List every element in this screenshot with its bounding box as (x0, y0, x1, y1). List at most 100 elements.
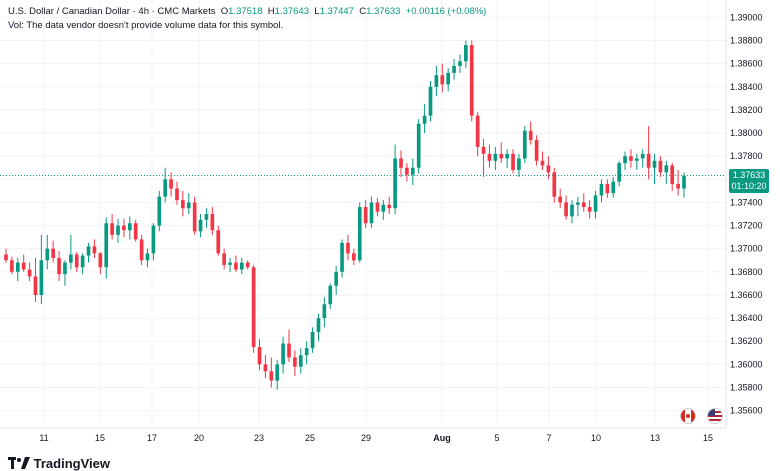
candle-body (163, 179, 168, 197)
candle-body (387, 204, 392, 209)
candle-body (127, 223, 132, 231)
candle-body (676, 183, 680, 189)
y-tick-label: 1.37800 (730, 151, 763, 161)
x-tick-label: 20 (194, 433, 204, 443)
candle-body (369, 202, 374, 224)
candle-body (511, 153, 515, 171)
candle-body (257, 347, 262, 365)
close-label: C (359, 6, 367, 17)
open-value: 1.37518 (228, 6, 263, 17)
candle-body (98, 253, 103, 268)
candle-body (682, 175, 686, 189)
candle-body (564, 202, 568, 217)
y-tick-label: 1.38400 (730, 82, 763, 92)
high-value: 1.37643 (274, 6, 309, 17)
candle-body (670, 165, 675, 184)
candle-body (375, 202, 380, 212)
candle-body (74, 254, 79, 268)
candle-body (540, 160, 545, 166)
candle-body (198, 219, 203, 232)
low-value: 1.37447 (319, 6, 354, 17)
candle-body (393, 158, 397, 209)
us-flag-icon[interactable] (707, 408, 723, 424)
candle-body (92, 246, 97, 254)
candle-body (216, 230, 221, 254)
candle-body (570, 204, 574, 217)
candle-body (316, 318, 321, 332)
candle-body (157, 196, 162, 226)
candle-body (605, 183, 610, 194)
y-tick-label: 1.38800 (730, 35, 763, 45)
y-tick-label: 1.38200 (730, 105, 763, 115)
candle-body (357, 207, 362, 261)
candle-body (464, 45, 468, 62)
x-tick-label: 11 (39, 433, 48, 443)
candle-body (39, 260, 44, 295)
last-price-tag: 1.37633 01:10:20 (729, 169, 769, 194)
candle-body (145, 253, 150, 261)
candle-body (446, 72, 451, 85)
low-label: L (314, 6, 320, 17)
candle-body (593, 195, 598, 212)
y-axis-ticks: 1.35600 1.35800 1.36000 1.36200 1.36400 1.366… (730, 12, 763, 415)
y-tick-label: 1.35600 (730, 406, 763, 416)
chart-legend: U.S. Dollar / Canadian Dollar · 4h · CMC… (8, 6, 486, 17)
candle-body (33, 276, 38, 295)
bar-countdown: 01:10:20 (731, 181, 767, 192)
tradingview-logo-icon (8, 457, 30, 469)
candle-body (186, 202, 191, 209)
candle-body (499, 153, 504, 159)
candle-body (104, 223, 109, 268)
last-price-value: 1.37633 (732, 170, 766, 181)
candle-body (528, 130, 533, 140)
candle-body (546, 165, 551, 173)
x-tick-label: 15 (703, 433, 713, 443)
candle-body (269, 371, 274, 381)
candle-body (45, 248, 50, 261)
candle-body (234, 262, 238, 270)
candle-body (204, 214, 209, 220)
symbol-name[interactable]: U.S. Dollar / Canadian Dollar · 4h · CMC… (8, 6, 216, 17)
candles (4, 40, 686, 390)
candle-body (640, 153, 645, 159)
candle-body (617, 163, 621, 182)
candle-body (239, 262, 244, 270)
candle-body (281, 343, 285, 365)
canada-flag-icon[interactable] (680, 408, 696, 424)
x-tick-label: 13 (650, 433, 660, 443)
candle-body (534, 139, 539, 161)
candle-body (69, 254, 73, 263)
candle-body (210, 214, 215, 231)
candle-body (133, 223, 138, 240)
candle-body (452, 65, 456, 73)
x-tick-label: 23 (254, 433, 264, 443)
candle-body (175, 188, 179, 201)
x-tick-label: 25 (305, 433, 315, 443)
candle-body (263, 364, 268, 372)
volume-note: Vol: The data vendor doesn't provide vol… (8, 20, 284, 31)
candle-body (493, 153, 498, 161)
candle-body (440, 75, 445, 85)
candle-body (27, 269, 32, 277)
y-tick-label: 1.36200 (730, 336, 763, 346)
open-label: O (220, 6, 229, 17)
candle-body (80, 255, 85, 268)
tradingview-logo[interactable]: TradingView (8, 456, 110, 471)
candle-body (151, 225, 156, 254)
candle-body (381, 204, 386, 212)
change-value: +0.00116 (+0.08%) (405, 6, 487, 17)
candle-body (599, 183, 604, 196)
candle-body (346, 242, 350, 254)
x-tick-label: 17 (147, 433, 157, 443)
candle-body (21, 262, 26, 270)
candle-body (293, 357, 297, 367)
candle-body (658, 160, 663, 173)
candle-body (251, 267, 256, 348)
candle-body (4, 254, 8, 261)
candle-body (334, 271, 338, 286)
x-axis-ticks: 11 15 17 20 23 25 29 Aug 5 7 10 13 15 (39, 433, 713, 443)
candle-body (481, 146, 486, 154)
candle-body (434, 75, 439, 87)
candle-body (611, 181, 616, 194)
